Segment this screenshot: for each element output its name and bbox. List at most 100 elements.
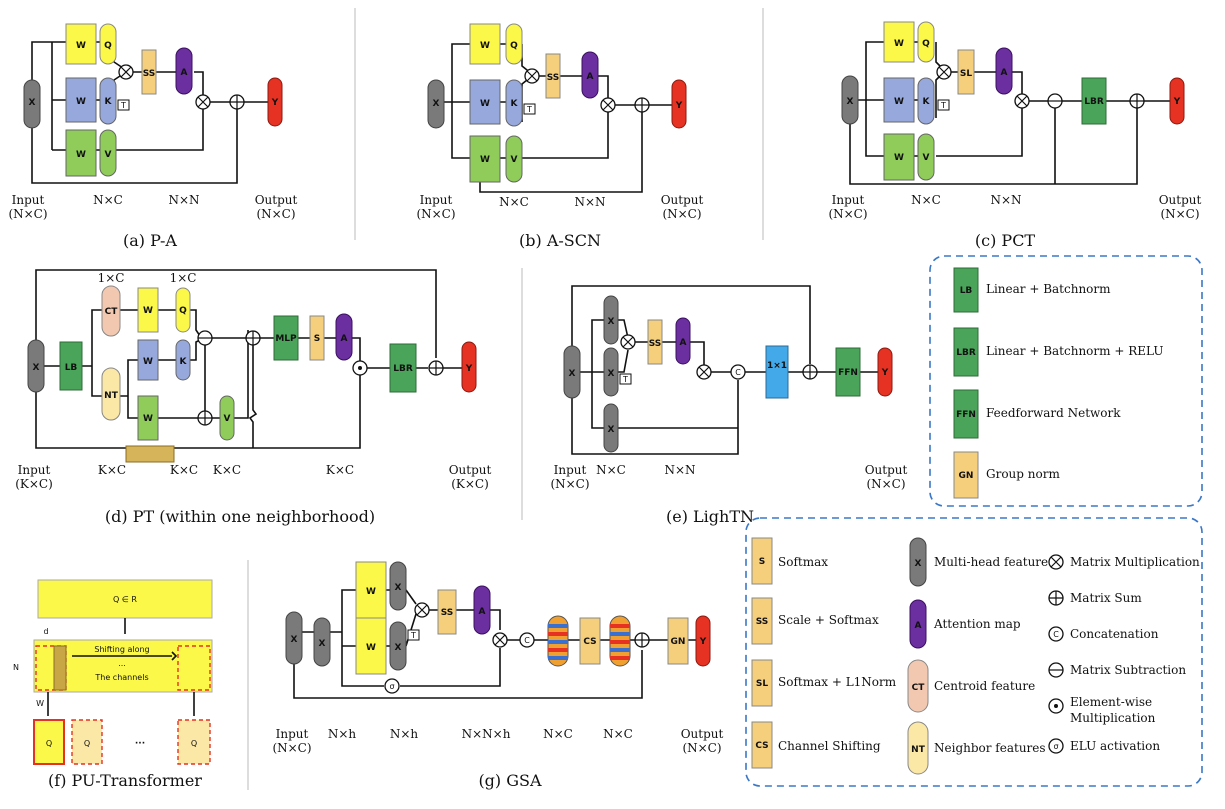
shift-label: Shifting along <box>94 645 149 654</box>
dim-label: N×N <box>168 193 199 207</box>
nt-label: NT <box>104 391 119 401</box>
output-label: Output <box>1159 193 1202 207</box>
caption: (e) LighTN <box>666 507 754 526</box>
w-label: W <box>36 699 44 708</box>
v-node <box>99 129 117 177</box>
pos-encoding-box <box>125 445 175 463</box>
nt-node <box>101 367 121 421</box>
k-node <box>175 339 191 381</box>
panel-lightn: X X X T X SS A C 1×1 FFN Y Input (N×C) N… <box>550 285 908 526</box>
wk-box <box>65 77 97 123</box>
wk-box <box>883 77 915 123</box>
transpose-box <box>117 99 130 111</box>
q-block-label: Q <box>84 739 90 748</box>
gn-box <box>667 617 689 665</box>
t-label: T <box>940 101 946 110</box>
caption: (b) A-SCN <box>519 231 601 250</box>
striped-feature <box>547 615 569 667</box>
legend-text: Matrix Sum <box>1070 591 1142 605</box>
caption: (a) P-A <box>123 231 177 250</box>
a-node <box>995 47 1013 95</box>
input-label: Input <box>276 727 309 741</box>
x-label: X <box>291 635 298 645</box>
wv-box <box>65 129 97 177</box>
dim-label: N×C <box>499 195 529 209</box>
x-label: X <box>608 369 615 379</box>
dim-label: N×h <box>390 727 419 741</box>
x-node <box>285 611 303 665</box>
d-label: d <box>43 627 48 636</box>
legend-text: Concatenation <box>1070 627 1159 641</box>
w-label: W <box>143 414 153 424</box>
q-block-label: Q <box>191 739 197 748</box>
y-node <box>695 615 711 667</box>
q-node <box>175 287 191 333</box>
legend-code: FFN <box>956 410 976 420</box>
hatched-window <box>53 645 67 691</box>
wq-box <box>883 21 915 63</box>
legend-code: GN <box>959 471 974 481</box>
legend-symbol: C <box>1053 630 1059 639</box>
lb-label: LB <box>65 363 78 373</box>
dim-label: 1×C <box>170 271 197 285</box>
panel-gsa: X X W W X X T SS A σ C CS <box>272 561 724 790</box>
t-label: T <box>410 631 416 640</box>
v-label: V <box>224 414 231 424</box>
output-dim: (N×C) <box>1160 207 1199 221</box>
input-label: Input <box>832 193 865 207</box>
channel-window <box>177 645 211 691</box>
dim-label: N×N <box>664 463 695 477</box>
output-label: Output <box>865 463 908 477</box>
legend-symbol: σ <box>1053 742 1058 751</box>
a-label: A <box>680 338 687 348</box>
legend-code: NT <box>911 745 926 755</box>
legend-swatch <box>909 537 927 587</box>
panel-pt: X LB CT NT W W W Q K V MLP S A LBR <box>15 269 491 526</box>
x-label: X <box>319 639 326 649</box>
x-node <box>27 339 45 393</box>
legend-text: Linear + Batchnorm + RELU <box>986 344 1163 358</box>
output-label: Output <box>681 727 724 741</box>
x-node <box>389 561 407 611</box>
elu-icon <box>1048 738 1064 754</box>
x-node <box>841 75 859 125</box>
panel-pu: Q ∈ R Shifting along ... The channels d … <box>13 579 213 790</box>
legend-code: LBR <box>956 348 976 358</box>
input-dim: (N×C) <box>828 207 867 221</box>
q-block-label: Q <box>46 739 52 748</box>
k-label: K <box>923 97 931 107</box>
a-node <box>675 317 691 365</box>
wq-box <box>65 23 97 65</box>
legend-swatch <box>751 597 773 645</box>
dim-label: N×h <box>328 727 357 741</box>
input-dim: (N×C) <box>272 741 311 755</box>
ct-node <box>101 285 121 337</box>
legend-swatch <box>953 451 979 499</box>
dim-label: N×C <box>93 193 123 207</box>
legend-swatch <box>953 267 979 313</box>
legend-code: CT <box>912 683 926 693</box>
v-label: V <box>105 150 112 160</box>
dim-label: N×N×h <box>462 727 511 741</box>
w-box <box>355 561 387 619</box>
dim-label: K×C <box>326 463 354 477</box>
sl-box <box>957 49 975 95</box>
dim-label: K×C <box>213 463 241 477</box>
legend-swatch <box>953 327 979 377</box>
q-block <box>71 719 103 765</box>
caption: (d) PT (within one neighborhood) <box>105 507 375 526</box>
a-label: A <box>181 68 188 78</box>
legend-swatch <box>751 537 773 585</box>
dim-label: 1×C <box>98 271 125 285</box>
legend-text: Channel Shifting <box>778 739 881 753</box>
lb-box <box>59 341 83 391</box>
legend-text: Element-wise <box>1070 695 1152 709</box>
v-node <box>917 133 935 181</box>
x-label: X <box>29 98 36 108</box>
ss-label: SS <box>547 73 560 83</box>
dim-label: N×C <box>596 463 626 477</box>
t-label: T <box>622 375 628 384</box>
legend-text: Matrix Multiplication <box>1070 555 1200 569</box>
input-label: Input <box>420 193 453 207</box>
